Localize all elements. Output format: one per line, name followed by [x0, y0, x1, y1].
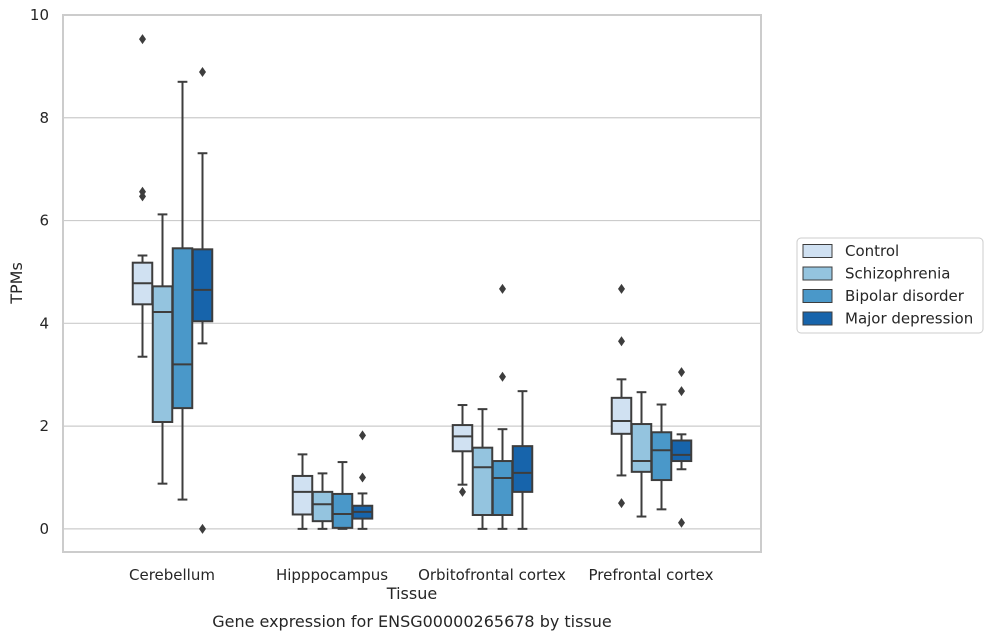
chart-caption: Gene expression for ENSG00000265678 by t… — [212, 612, 612, 631]
box-group — [670, 367, 693, 528]
box-group — [471, 408, 494, 530]
y-tick-label: 2 — [39, 417, 49, 435]
legend-label: Schizophrenia — [845, 265, 950, 283]
x-tick-label: Cerebellum — [129, 566, 215, 584]
box-group — [351, 430, 374, 530]
legend-entry: Major depression — [802, 310, 973, 328]
box — [191, 248, 214, 323]
legend: Control Schizophrenia Bipolar disorder Majo… — [796, 237, 984, 334]
legend-entry: Schizophrenia — [802, 265, 950, 283]
box-group — [630, 391, 653, 518]
box — [331, 492, 354, 529]
box — [171, 247, 194, 410]
outlier-point — [359, 430, 366, 441]
box-group — [291, 453, 314, 530]
outlier-point — [618, 336, 625, 347]
legend-frame — [796, 237, 984, 334]
box-group — [171, 80, 194, 501]
outlier-point — [459, 486, 466, 497]
outlier-point — [199, 67, 206, 78]
outlier-point — [199, 523, 206, 534]
x-axis-ticks: Cerebellum Hipppocampus Orbitofrontal cort… — [129, 566, 714, 584]
box-group — [451, 404, 474, 497]
outlier-point — [359, 472, 366, 483]
box — [650, 431, 673, 482]
outlier-point — [678, 386, 685, 397]
box-plot-series — [131, 34, 693, 534]
box — [311, 490, 334, 523]
box — [491, 460, 514, 517]
box — [511, 445, 534, 493]
box-group — [650, 403, 673, 511]
outlier-point — [618, 498, 625, 509]
legend-entry: Control — [802, 242, 899, 260]
legend-entry: Bipolar disorder — [802, 287, 965, 305]
outlier-point — [618, 283, 625, 294]
box-group — [511, 390, 534, 530]
y-axis-ticks: 0 2 4 6 8 10 — [30, 6, 49, 538]
y-axis-title: TPMs — [7, 262, 26, 305]
box-group — [610, 283, 633, 509]
box — [451, 424, 474, 453]
legend-swatch — [802, 266, 833, 281]
series-control — [131, 34, 633, 530]
box-group — [151, 213, 174, 485]
outlier-point — [139, 34, 146, 45]
box — [471, 446, 494, 517]
x-tick-label: Hipppocampus — [276, 566, 388, 584]
legend-swatch — [802, 244, 833, 258]
outlier-point — [139, 186, 146, 197]
x-tick-label: Prefrontal cortex — [589, 566, 714, 584]
legend-swatch — [802, 311, 833, 326]
box — [291, 474, 314, 516]
box — [630, 423, 653, 473]
series-schizophrenia — [151, 213, 653, 530]
legend-label: Major depression — [845, 310, 973, 328]
y-tick-label: 10 — [30, 6, 49, 24]
box — [670, 439, 693, 463]
y-tick-label: 0 — [39, 520, 49, 538]
outlier-point — [678, 367, 685, 378]
box-group — [491, 283, 514, 530]
legend-label: Control — [845, 242, 899, 260]
outlier-point — [678, 517, 685, 528]
plot-frame — [62, 14, 762, 553]
box — [610, 396, 633, 435]
box-group — [331, 461, 354, 530]
box-group — [191, 67, 214, 534]
y-tick-label: 8 — [39, 109, 49, 127]
series-major-depression — [191, 67, 693, 534]
series-bipolar-disorder — [171, 80, 673, 530]
legend-swatch — [802, 289, 833, 303]
outlier-point — [499, 371, 506, 382]
legend-label: Bipolar disorder — [845, 287, 965, 305]
y-tick-label: 6 — [39, 212, 49, 230]
box-group — [131, 34, 154, 358]
x-tick-label: Orbitofrontal cortex — [418, 566, 566, 584]
outlier-point — [499, 283, 506, 294]
box — [151, 285, 174, 423]
x-axis-title: Tissue — [386, 584, 437, 603]
y-tick-label: 4 — [39, 314, 49, 332]
box-group — [311, 472, 334, 530]
